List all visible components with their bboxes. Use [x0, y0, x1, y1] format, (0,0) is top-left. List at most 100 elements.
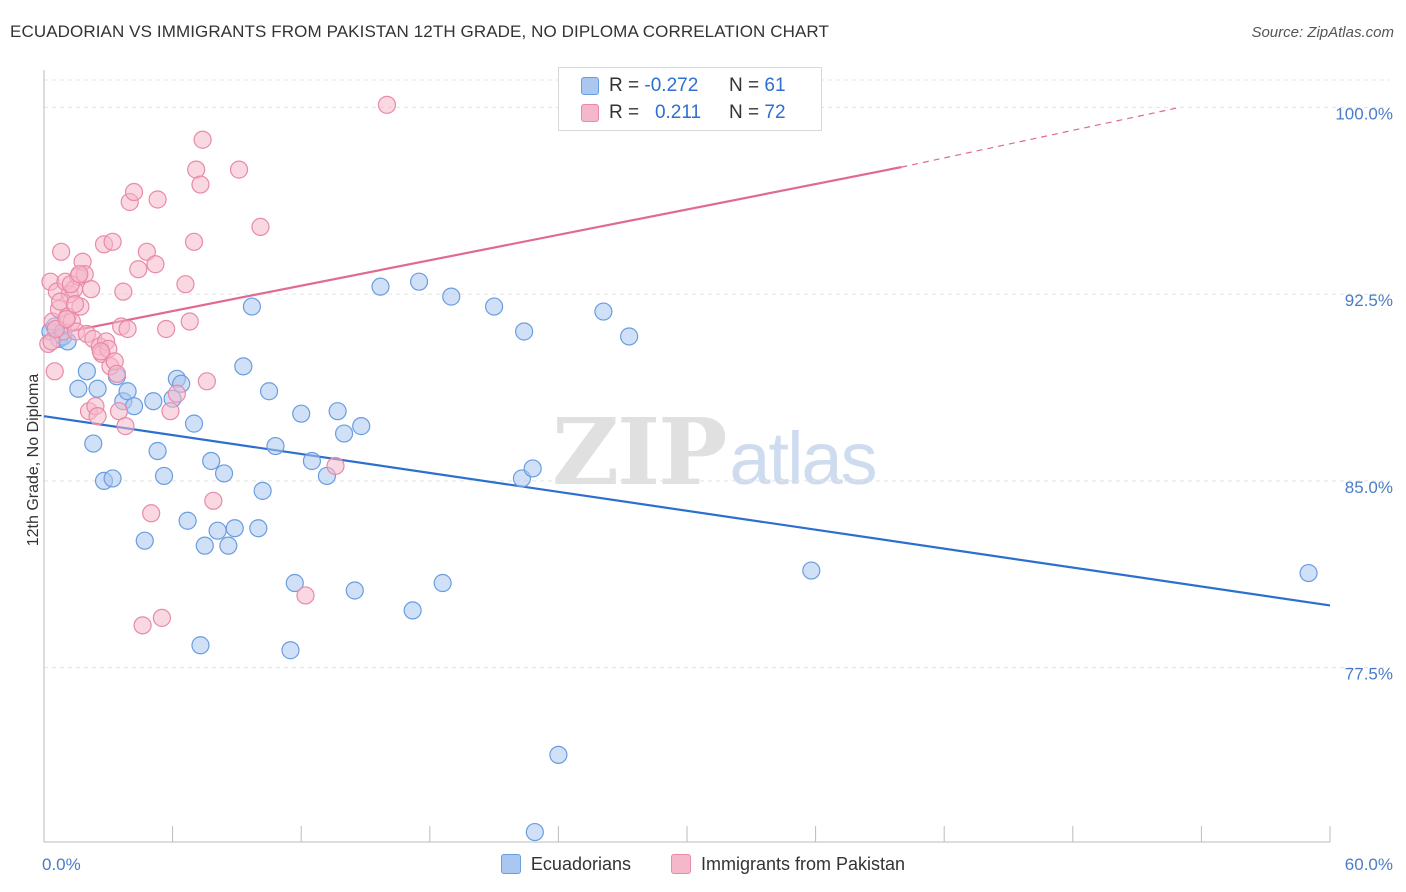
point-pakistan — [152, 608, 171, 627]
point-pakistan — [148, 190, 167, 209]
point-pakistan — [52, 242, 71, 261]
point-pakistan — [251, 217, 270, 236]
legend-n-label: N = — [729, 102, 760, 123]
point-ecuadorians — [371, 277, 390, 296]
point-ecuadorians — [259, 382, 279, 401]
chart-title: ECUADORIAN VS IMMIGRANTS FROM PAKISTAN 1… — [10, 22, 829, 41]
legend-r-label: R = — [609, 75, 640, 96]
point-ecuadorians — [77, 362, 96, 381]
point-pakistan — [65, 294, 85, 314]
legend-swatch-blue — [500, 854, 521, 874]
point-ecuadorians — [103, 469, 122, 488]
point-pakistan — [133, 616, 152, 635]
point-ecuadorians — [184, 414, 204, 433]
legend-row-pakistan: R = 0.211 N = 72 — [581, 101, 786, 125]
data-points — [39, 95, 1318, 842]
x-tick-label-max: 60.0% — [1345, 855, 1393, 874]
point-ecuadorians — [148, 441, 167, 461]
point-pakistan — [204, 491, 223, 510]
point-pakistan — [193, 130, 212, 149]
legend-item-ecuadorians: Ecuadorians — [500, 852, 631, 876]
point-ecuadorians — [802, 561, 821, 580]
point-pakistan — [116, 417, 135, 436]
legend-n-value: 72 — [764, 102, 786, 123]
point-ecuadorians — [620, 327, 639, 346]
point-pakistan — [50, 292, 70, 311]
point-pakistan — [45, 362, 64, 381]
point-ecuadorians — [285, 573, 304, 593]
point-ecuadorians — [594, 302, 613, 321]
point-ecuadorians — [409, 272, 429, 291]
point-pakistan — [167, 384, 186, 403]
point-pakistan — [146, 255, 165, 274]
point-pakistan — [129, 260, 148, 279]
point-ecuadorians — [234, 357, 253, 376]
point-pakistan — [57, 309, 76, 329]
watermark-atlas: atlas — [729, 417, 877, 500]
point-ecuadorians — [225, 519, 244, 538]
legend-swatch-blue — [581, 77, 599, 95]
legend-item-pakistan: Immigrants from Pakistan — [671, 852, 905, 876]
legend-n-label: N = — [729, 75, 760, 96]
point-pakistan — [82, 280, 101, 299]
tick-labels: 77.5% 85.0% 92.5% 100.0% 0.0% 60.0% — [42, 104, 1393, 874]
y-tick-label: 77.5% — [1345, 665, 1393, 684]
point-pakistan — [326, 456, 345, 476]
point-pakistan — [187, 160, 206, 179]
point-ecuadorians — [253, 481, 272, 500]
legend-r-value: 0.211 — [654, 102, 702, 123]
point-pakistan — [103, 232, 122, 251]
point-pakistan — [109, 402, 129, 421]
point-pakistan — [229, 160, 249, 179]
point-ecuadorians — [442, 287, 461, 306]
source-credit: Source: ZipAtlas.com — [1251, 24, 1394, 41]
legend-row-ecuadorians: R = -0.272 N = 61 — [581, 74, 786, 98]
point-ecuadorians — [118, 382, 137, 401]
point-ecuadorians — [69, 379, 88, 398]
point-ecuadorians — [281, 641, 300, 660]
point-pakistan — [142, 504, 161, 523]
trend-line-pakistan — [43, 166, 902, 338]
point-ecuadorians — [1299, 563, 1318, 583]
point-ecuadorians — [345, 581, 364, 600]
trend-line-ecuadorians — [43, 415, 1331, 607]
point-ecuadorians — [549, 745, 568, 764]
point-ecuadorians — [485, 297, 504, 316]
point-pakistan — [91, 342, 110, 361]
point-ecuadorians — [124, 397, 144, 416]
legend-swatch-pink — [671, 854, 691, 874]
watermark-zip: ZIP — [552, 398, 727, 506]
legend-r-value: -0.272 — [644, 75, 699, 96]
legend-label: Immigrants from Pakistan — [701, 853, 906, 874]
point-pakistan — [161, 402, 180, 421]
point-ecuadorians — [249, 519, 268, 538]
point-pakistan — [118, 319, 137, 339]
point-ecuadorians — [88, 379, 107, 398]
point-ecuadorians — [328, 402, 347, 421]
point-pakistan — [114, 282, 133, 301]
point-pakistan — [296, 586, 315, 605]
legend-swatch-pink — [581, 104, 599, 122]
point-pakistan — [107, 364, 126, 383]
point-pakistan — [197, 372, 216, 391]
point-ecuadorians — [334, 424, 354, 443]
point-pakistan — [180, 312, 199, 331]
watermark: ZIPatlas — [552, 398, 878, 506]
point-ecuadorians — [515, 322, 534, 341]
y-tick-label: 92.5% — [1345, 291, 1393, 310]
y-tick-label: 85.0% — [1345, 478, 1393, 497]
point-pakistan — [88, 407, 107, 426]
point-ecuadorians — [242, 297, 262, 316]
point-ecuadorians — [191, 636, 210, 655]
point-ecuadorians — [266, 436, 285, 456]
legend-r-label: R = — [609, 102, 640, 123]
x-tick-label-min: 0.0% — [42, 855, 81, 874]
point-ecuadorians — [195, 536, 214, 555]
point-pakistan — [70, 265, 89, 284]
point-ecuadorians — [352, 417, 371, 436]
trend-lines — [43, 106, 1331, 607]
legend-n-value: 61 — [764, 75, 786, 96]
point-ecuadorians — [523, 459, 542, 478]
point-pakistan — [124, 182, 144, 202]
